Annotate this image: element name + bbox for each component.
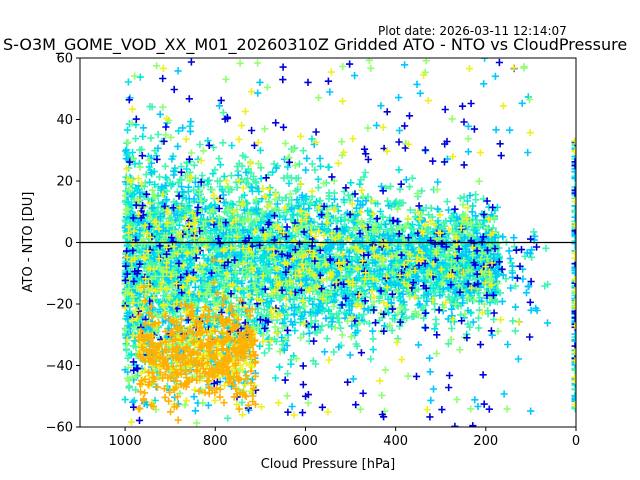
y-tick-label: −60 — [46, 421, 73, 436]
y-tick-label: 0 — [65, 236, 73, 251]
y-tick-label: −40 — [46, 359, 73, 374]
x-tick-label: 400 — [383, 434, 408, 449]
y-axis-label: ATO - NTO [DU] — [21, 192, 36, 293]
x-tick-label: 600 — [293, 434, 318, 449]
plot-date: Plot date: 2026-03-11 12:14:07 — [378, 24, 567, 38]
x-tick-label: 200 — [473, 434, 498, 449]
y-axis: −60 −40 −20 0 20 40 60 — [46, 52, 80, 436]
x-axis: 1000 800 600 400 200 0 — [109, 427, 580, 449]
x-tick-label: 1000 — [109, 434, 142, 449]
y-tick-label: 60 — [56, 52, 73, 67]
scatter-points — [121, 58, 576, 427]
x-tick-label: 800 — [203, 434, 228, 449]
scatter-points-orange — [135, 256, 260, 424]
y-tick-label: 20 — [56, 175, 73, 190]
y-tick-label: −20 — [46, 298, 73, 313]
x-axis-label: Cloud Pressure [hPa] — [261, 457, 396, 472]
chart-title: S-O3M_GOME_VOD_XX_M01_20260310Z Gridded … — [3, 35, 627, 55]
x-tick-label: 0 — [572, 434, 580, 449]
y-tick-label: 40 — [56, 113, 73, 128]
